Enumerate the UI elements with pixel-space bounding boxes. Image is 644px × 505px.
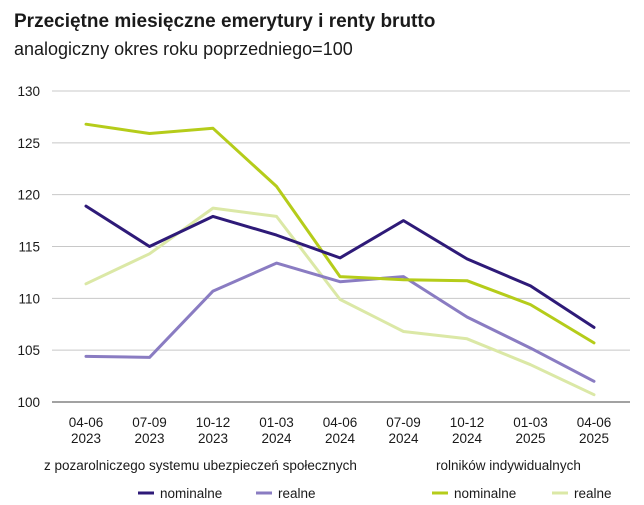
y-tick-label: 110 xyxy=(18,291,40,306)
y-axis-ticks: 100 105 110 115 120 125 130 xyxy=(17,84,40,410)
series-lines xyxy=(84,122,596,397)
x-tick-label-year: 2023 xyxy=(71,431,101,446)
y-tick-label: 125 xyxy=(17,136,40,151)
x-tick-label-year: 2024 xyxy=(261,431,292,446)
legend-group-title: z pozarolniczego systemu ubezpieczeń spo… xyxy=(44,458,357,473)
series-line-1-realne xyxy=(84,261,596,383)
series-line-2-nominalne xyxy=(84,122,596,345)
legend-label: nominalne xyxy=(454,486,516,501)
series-line-3-realne xyxy=(84,206,596,397)
x-tick-label-period: 07-09 xyxy=(386,415,421,430)
x-tick-label-year: 2025 xyxy=(515,431,545,446)
legend-label: nominalne xyxy=(160,486,222,501)
y-tick-label: 120 xyxy=(17,188,40,203)
legend: z pozarolniczego systemu ubezpieczeń spo… xyxy=(44,458,612,501)
x-tick-label-year: 2023 xyxy=(134,431,164,446)
x-tick-label-period: 10-12 xyxy=(450,415,485,430)
legend-group-title: rolników indywidualnych xyxy=(436,458,581,473)
chart-title: Przeciętne miesięczne emerytury i renty … xyxy=(14,11,435,32)
legend-label: realne xyxy=(574,486,612,501)
x-tick-label-period: 01-03 xyxy=(513,415,548,430)
legend-label: realne xyxy=(278,486,316,501)
x-tick-label-year: 2025 xyxy=(579,431,609,446)
x-axis-ticks: 04-06202307-09202310-12202301-03202404-0… xyxy=(69,415,612,446)
series-line-0-nominalne xyxy=(84,204,596,329)
x-tick-label-year: 2024 xyxy=(325,431,356,446)
y-tick-label: 100 xyxy=(17,395,40,410)
chart-subtitle: analogiczny okres roku poprzedniego=100 xyxy=(14,39,353,59)
x-tick-label-period: 04-06 xyxy=(69,415,104,430)
x-tick-label-year: 2024 xyxy=(452,431,483,446)
x-tick-label-year: 2024 xyxy=(388,431,419,446)
x-tick-label-period: 04-06 xyxy=(577,415,612,430)
y-tick-label: 115 xyxy=(18,240,40,255)
y-tick-label: 105 xyxy=(17,343,40,358)
x-tick-label-year: 2023 xyxy=(198,431,228,446)
x-tick-label-period: 10-12 xyxy=(196,415,231,430)
x-tick-label-period: 07-09 xyxy=(132,415,167,430)
x-tick-label-period: 01-03 xyxy=(259,415,294,430)
y-tick-label: 130 xyxy=(17,84,40,99)
x-tick-label-period: 04-06 xyxy=(323,415,358,430)
